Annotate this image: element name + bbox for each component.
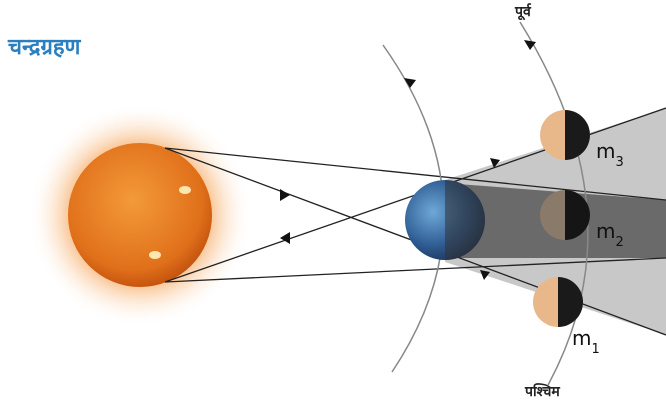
moon-subscript: 3 (615, 155, 623, 170)
moon (533, 277, 583, 327)
orbit-arrow (404, 78, 416, 88)
sunspot (179, 186, 191, 194)
moon-letter: m (572, 326, 591, 350)
moon-letter: m (596, 139, 615, 163)
sunspot (149, 251, 161, 259)
moon-letter: m (596, 219, 615, 243)
west-label: पश्चिम (524, 383, 560, 400)
moon (540, 190, 590, 240)
moon-subscript: 2 (615, 235, 623, 250)
east-label: पूर्व (514, 3, 532, 21)
moon-label: m1 (572, 326, 600, 357)
sun (68, 143, 212, 287)
moon-subscript: 1 (591, 342, 599, 357)
title: चन्द्रग्रहण (7, 35, 82, 60)
moon (540, 110, 590, 160)
eclipse-diagram: चन्द्रग्रहण m3 m2 m1 पूर्व प (0, 0, 666, 407)
